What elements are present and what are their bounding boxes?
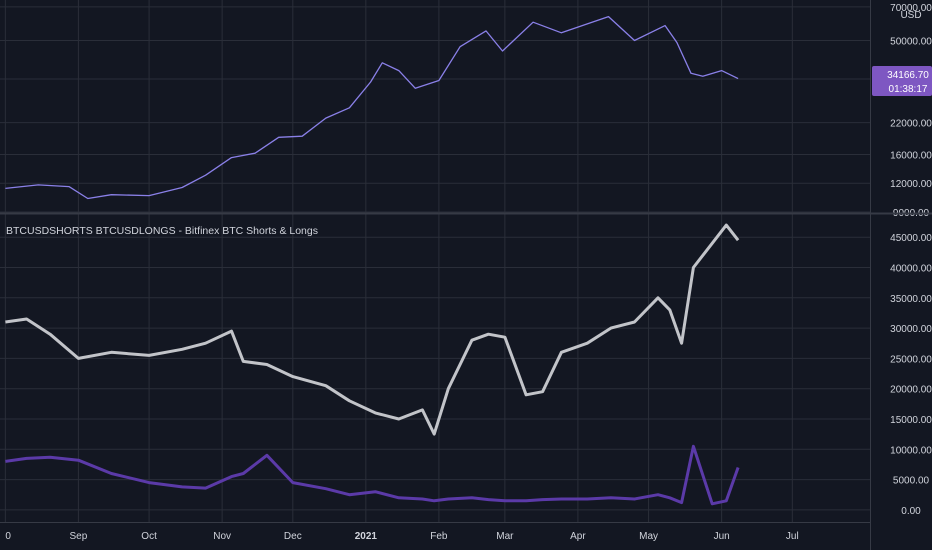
countdown-timer: 01:38:17 — [889, 84, 928, 95]
x-tick-label: May — [639, 531, 658, 542]
x-tick-label: Oct — [141, 531, 157, 542]
series-lines — [5, 15, 740, 506]
value-tick-label: 30000.00 — [890, 324, 932, 335]
shorts-series-line — [5, 444, 740, 506]
value-tick-label: 0.00 — [901, 506, 921, 517]
last-price-badge: 34166.70 01:38:17 — [872, 66, 932, 96]
price-tick-label: 22000.00 — [890, 119, 932, 130]
x-tick-label: Jun — [714, 531, 730, 542]
value-tick-label: 15000.00 — [890, 415, 932, 426]
x-tick-label: 2021 — [355, 531, 378, 542]
indicator-title[interactable]: BTCUSDSHORTS BTCUSDLONGS - Bitfinex BTC … — [6, 225, 318, 237]
x-tick-label: Feb — [430, 531, 448, 542]
last-price-value: 34166.70 — [887, 70, 929, 81]
x-tick-label: Jul — [786, 531, 799, 542]
value-tick-label: 5000.00 — [893, 476, 930, 487]
value-tick-label: 25000.00 — [890, 354, 932, 365]
x-tick-label: Apr — [570, 531, 586, 542]
last-price-badge-bg — [872, 66, 932, 96]
value-tick-label: 10000.00 — [890, 445, 932, 456]
x-tick-label: Mar — [496, 531, 514, 542]
value-tick-label: 20000.00 — [890, 385, 932, 396]
price-tick-label: 16000.00 — [890, 150, 932, 161]
x-tick-label: 0 — [5, 531, 11, 542]
value-tick-label: 45000.00 — [890, 233, 932, 244]
x-tick-label: Nov — [213, 531, 231, 542]
value-tick-label: 40000.00 — [890, 264, 932, 275]
x-tick-label: Sep — [69, 531, 87, 542]
price-tick-label: 70000.00 — [890, 3, 932, 14]
price-tick-label: 12000.00 — [890, 179, 932, 190]
price-tick-label: 50000.00 — [890, 36, 932, 47]
currency-label[interactable]: USD — [900, 10, 921, 21]
price-series-line — [5, 15, 739, 200]
longs-series-line — [5, 223, 740, 436]
grid-lines — [0, 0, 870, 522]
x-tick-label: Dec — [284, 531, 302, 542]
value-tick-label: 35000.00 — [890, 294, 932, 305]
